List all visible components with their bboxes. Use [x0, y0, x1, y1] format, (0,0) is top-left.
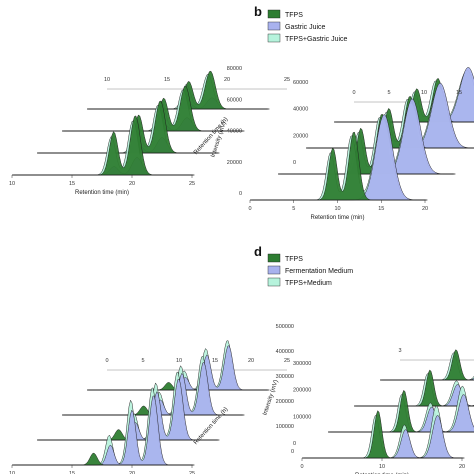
- y-tick-label-5: 0: [291, 449, 294, 455]
- y-tick-label-4: 0: [239, 191, 242, 197]
- x-tick-label-top-0: 3: [398, 348, 401, 354]
- x-tick-label-top-2: 10: [176, 358, 182, 364]
- x-tick-label-top-1: 15: [164, 77, 170, 83]
- z-tick-label-0: 60000: [293, 80, 308, 86]
- x-tick-label-bottom-0: 10: [9, 471, 15, 474]
- legend-label-treated: Fermentation Medium: [285, 268, 353, 275]
- y-tick-label-0: 80000: [227, 66, 242, 72]
- x-tick-label-bottom-1: 15: [69, 181, 75, 187]
- x-tick-label-top-0: 10: [104, 77, 110, 83]
- x-tick-label-top-0: 0: [105, 358, 108, 364]
- y-tick-label-1: 60000: [227, 97, 242, 103]
- legend-label-tfps: TFPS: [285, 256, 303, 263]
- x-tick-label-top-1: 5: [141, 358, 144, 364]
- y-tick-label-0: 500000: [276, 324, 294, 330]
- x-axis-label: Retention time (min): [75, 190, 129, 196]
- legend-swatch-tfps: [267, 253, 281, 263]
- x-tick-label-bottom-1: 15: [69, 471, 75, 474]
- x-tick-label-top-4: 20: [248, 358, 254, 364]
- x-tick-label-bottom-2: 20: [129, 181, 135, 187]
- z-tick-label-3: 0: [293, 160, 296, 166]
- chart-panel-b: 0 5 10 15 20 Retention time (min) 0 5 10 15 20 25 80…: [210, 4, 474, 221]
- x-tick-label-bottom-2: 20: [129, 471, 135, 474]
- y-tick-label-2: 300000: [276, 374, 294, 380]
- x-tick-label-top-3: 25: [284, 77, 290, 83]
- x-tick-label-bottom-0: 10: [9, 181, 15, 187]
- y-tick-label-1: 400000: [276, 349, 294, 355]
- x-tick-label-top-2: 20: [224, 77, 230, 83]
- x-tick-label-bottom-1: 10: [379, 464, 385, 470]
- z-tick-label-0: 300000: [293, 361, 311, 367]
- z-tick-label-2: 100000: [293, 414, 311, 420]
- z-tick-label-1: 200000: [293, 388, 311, 394]
- y-tick-label-2: 40000: [227, 129, 242, 135]
- x-tick-label-top-3: 15: [456, 90, 462, 96]
- legend-swatch-treated: [267, 21, 281, 31]
- legend-swatch-mixture: [267, 277, 281, 287]
- x-tick-label-bottom-2: 20: [459, 464, 465, 470]
- legend-swatch-treated: [267, 265, 281, 275]
- legend-label-tfps: TFPS: [285, 12, 303, 19]
- x-tick-label-bottom-0: 0: [300, 464, 303, 470]
- x-tick-label-top-2: 10: [421, 90, 427, 96]
- legend-label-treated: Gastric Juice: [285, 24, 326, 31]
- legend-swatch-mixture: [267, 33, 281, 43]
- y-tick-label-3: 200000: [276, 399, 294, 405]
- x-tick-label-top-0: 0: [352, 90, 355, 96]
- x-tick-label-bottom-3: 25: [189, 181, 195, 187]
- legend-swatch-tfps: [267, 9, 281, 19]
- x-tick-label-bottom-3: 15: [378, 206, 384, 212]
- panel-label-b: b: [254, 4, 262, 19]
- y-tick-label-4: 100000: [276, 424, 294, 430]
- legend-label-mixture: TFPS+Gastric Juice: [285, 36, 348, 43]
- z-tick-label-3: 0: [293, 441, 296, 447]
- x-tick-label-top-1: 5: [387, 90, 390, 96]
- z-tick-label-2: 20000: [293, 133, 308, 139]
- x-tick-label-bottom-1: 5: [292, 206, 295, 212]
- x-tick-label-top-3: 15: [212, 358, 218, 364]
- x-tick-label-bottom-3: 25: [189, 471, 195, 474]
- x-tick-label-bottom-4: 20: [422, 206, 428, 212]
- x-tick-label-bottom-2: 10: [334, 206, 340, 212]
- panel-label-d: d: [254, 244, 262, 259]
- y-tick-label-3: 20000: [227, 160, 242, 166]
- legend-label-mixture: TFPS+Medium: [285, 280, 332, 287]
- x-axis-label: Retention time (min): [310, 215, 364, 221]
- x-tick-label-bottom-0: 0: [248, 206, 251, 212]
- z-tick-label-1: 40000: [293, 107, 308, 113]
- x-tick-label-top-5: 25: [284, 358, 290, 364]
